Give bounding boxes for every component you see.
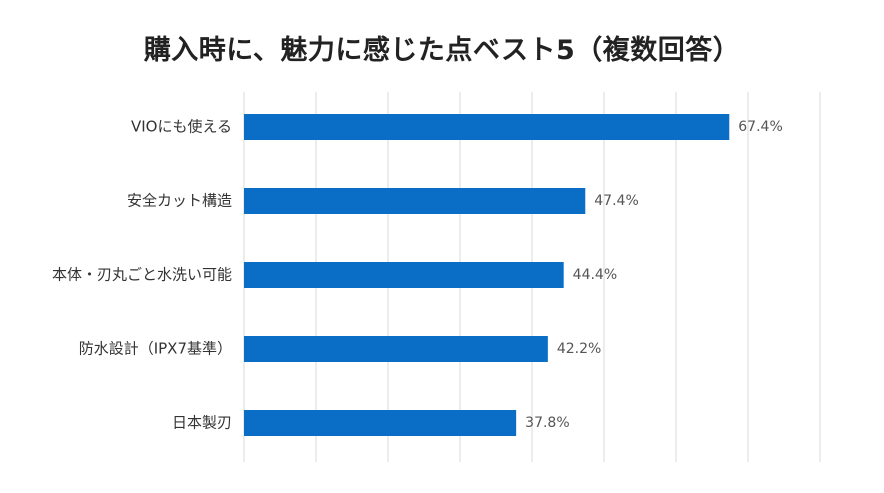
bar-3 xyxy=(244,336,548,362)
bar-0 xyxy=(244,114,730,140)
bars xyxy=(244,114,730,436)
category-label-0: VIOにも使える xyxy=(131,118,232,136)
category-label-1: 安全カット構造 xyxy=(127,192,232,210)
value-label-0: 67.4% xyxy=(738,119,782,135)
category-label-3: 防水設計（IPX7基準） xyxy=(79,340,232,358)
bar-1 xyxy=(244,188,586,214)
category-label-4: 日本製刃 xyxy=(172,414,232,432)
value-label-4: 37.8% xyxy=(525,415,569,431)
chart-title: 購入時に、魅力に感じた点ベスト5（複数回答） xyxy=(143,35,741,66)
category-label-2: 本体・刃丸ごと水洗い可能 xyxy=(52,266,232,284)
bar-4 xyxy=(244,410,517,436)
value-label-3: 42.2% xyxy=(557,341,601,357)
labels: VIOにも使える 67.4% 安全カット構造 47.4% 本体・刃丸ごと水洗い可能 44.… xyxy=(52,118,783,432)
value-label-1: 47.4% xyxy=(594,193,638,209)
value-label-2: 44.4% xyxy=(573,267,617,283)
bar-2 xyxy=(244,262,564,288)
